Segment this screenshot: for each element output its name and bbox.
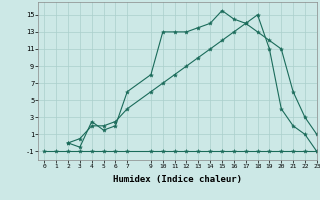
X-axis label: Humidex (Indice chaleur): Humidex (Indice chaleur)	[113, 175, 242, 184]
